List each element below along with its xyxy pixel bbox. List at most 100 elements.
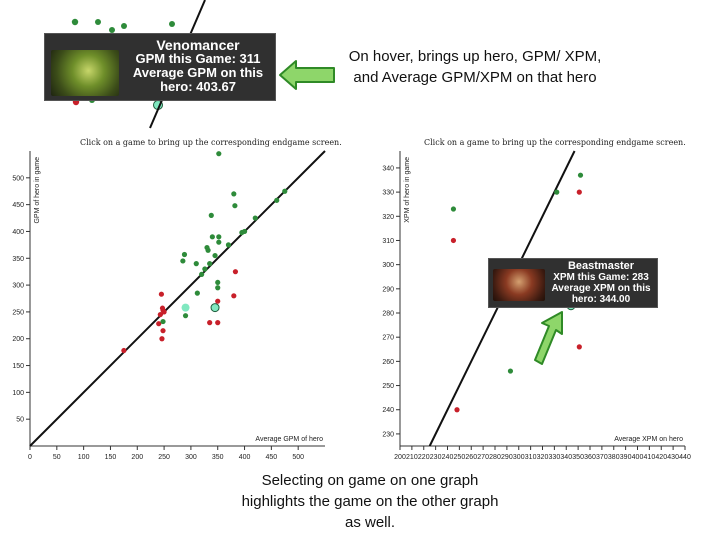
data-point[interactable]: [95, 19, 101, 25]
data-point[interactable]: [121, 347, 127, 354]
tooltip-xpm-game: XPM this Game: 283: [553, 272, 649, 283]
tooltip-text: Beastmaster XPM this Game: 283 Average X…: [547, 260, 655, 306]
data-point[interactable]: [207, 320, 213, 326]
x-tick-label: 260: [465, 454, 477, 461]
x-tick-label: 360: [584, 454, 596, 461]
data-point[interactable]: [577, 172, 584, 178]
x-tick-label: 500: [292, 454, 304, 461]
up-arrow-icon: [534, 311, 563, 365]
data-point[interactable]: [182, 313, 189, 319]
data-point[interactable]: [576, 344, 582, 350]
x-tick-label: 400: [239, 454, 251, 461]
y-tick-label: 50: [16, 417, 24, 424]
data-point[interactable]: [169, 21, 175, 27]
y-tick-label: 100: [12, 390, 24, 397]
x-tick-label: 240: [442, 454, 454, 461]
x-tick-label: 350: [212, 454, 224, 461]
tooltip-avg-label: Average XPM on this: [551, 283, 651, 294]
data-point[interactable]: [507, 368, 514, 374]
x-axis-label: Average XPM on hero: [614, 436, 683, 443]
data-point[interactable]: [450, 237, 457, 244]
y-tick-label: 270: [382, 335, 394, 342]
x-tick-label: 0: [28, 454, 32, 461]
data-point[interactable]: [161, 309, 167, 315]
data-point[interactable]: [157, 311, 163, 318]
x-tick-label: 440: [679, 454, 691, 461]
data-point[interactable]: [159, 336, 165, 342]
y-axis-label: XPM of hero in game: [404, 157, 411, 223]
tooltip-hero-name: Venomancer: [156, 37, 240, 53]
data-point[interactable]: [158, 291, 165, 297]
data-point[interactable]: [205, 247, 211, 253]
data-point[interactable]: [212, 252, 218, 259]
data-point[interactable]: [199, 271, 205, 277]
data-point[interactable]: [576, 189, 582, 195]
data-point[interactable]: [160, 328, 166, 334]
tooltip-gpm-game: GPM this Game: 311: [135, 51, 261, 66]
data-point[interactable]: [215, 298, 221, 304]
x-tick-label: 100: [78, 454, 90, 461]
x-tick-label: 200: [394, 454, 406, 461]
data-point[interactable]: [252, 215, 258, 221]
data-point[interactable]: [232, 203, 238, 209]
data-point[interactable]: [274, 197, 280, 203]
data-point[interactable]: [216, 151, 222, 157]
x-tick-label: 390: [620, 454, 632, 461]
hero-tooltip-venomancer: Venomancer GPM this Game: 311 Average GP…: [44, 33, 276, 101]
x-tick-label: 290: [501, 454, 513, 461]
data-point[interactable]: [180, 258, 186, 264]
data-point[interactable]: [231, 191, 237, 197]
data-point[interactable]: [207, 261, 213, 267]
data-point[interactable]: [231, 293, 237, 299]
data-point[interactable]: [215, 279, 221, 286]
y-tick-label: 350: [12, 256, 24, 263]
data-point[interactable]: [121, 23, 127, 29]
y-tick-label: 250: [382, 383, 394, 390]
x-tick-label: 200: [131, 454, 143, 461]
data-point[interactable]: [193, 261, 199, 267]
data-point[interactable]: [241, 228, 248, 235]
y-tick-label: 450: [12, 202, 24, 209]
left-arrow-icon: [279, 60, 335, 90]
x-tick-label: 410: [644, 454, 656, 461]
data-point[interactable]: [225, 242, 232, 248]
data-point[interactable]: [450, 206, 457, 212]
y-tick-label: 300: [12, 283, 24, 290]
data-point[interactable]: [202, 266, 208, 272]
data-point[interactable]: [181, 251, 188, 258]
data-point[interactable]: [215, 285, 221, 291]
data-point[interactable]: [216, 234, 222, 240]
x-tick-label: 310: [525, 454, 537, 461]
data-point-highlighted[interactable]: [181, 303, 190, 312]
hero-tooltip-beastmaster: Beastmaster XPM this Game: 283 Average X…: [488, 258, 658, 308]
x-tick-label: 370: [596, 454, 608, 461]
tooltip-hero-name: Beastmaster: [567, 260, 635, 272]
data-point[interactable]: [554, 189, 560, 195]
x-tick-label: 380: [608, 454, 620, 461]
data-point[interactable]: [194, 290, 200, 296]
reference-line: [29, 150, 326, 447]
y-tick-label: 330: [382, 190, 394, 197]
data-point-selected[interactable]: [210, 303, 220, 313]
data-point[interactable]: [109, 27, 115, 33]
data-point[interactable]: [216, 239, 222, 245]
gpm-scatter-chart: 0 50 100 150 200 250 300 350 400 450 500 50 100 150 20…: [12, 150, 326, 461]
data-point[interactable]: [209, 234, 215, 240]
y-tick-label: 150: [12, 363, 24, 370]
data-point[interactable]: [215, 320, 221, 326]
data-point[interactable]: [156, 321, 162, 327]
x-tick-label: 250: [454, 454, 466, 461]
data-point[interactable]: [454, 407, 460, 413]
data-point[interactable]: [282, 188, 288, 194]
data-point[interactable]: [208, 212, 214, 218]
data-point[interactable]: [160, 318, 166, 325]
y-tick-label: 500: [12, 175, 24, 182]
x-tick-label: 150: [105, 454, 117, 461]
x-tick-label: 330: [549, 454, 561, 461]
x-tick-label: 350: [572, 454, 584, 461]
data-point[interactable]: [71, 18, 79, 26]
left-chart-title: Click on a game to bring up the correspo…: [80, 138, 342, 147]
data-point[interactable]: [232, 269, 239, 275]
hero-portrait-image: [493, 269, 545, 301]
y-tick-label: 250: [12, 309, 24, 316]
